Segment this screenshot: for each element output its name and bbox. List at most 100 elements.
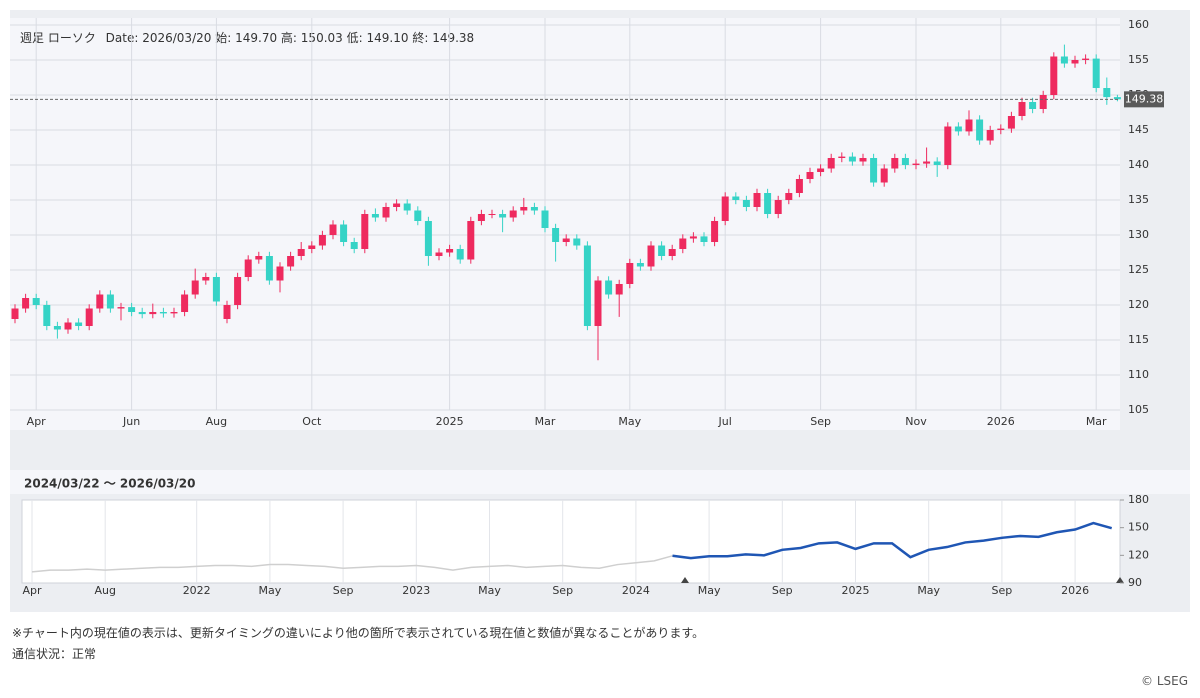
candle-body	[1113, 97, 1121, 100]
y-tick-label: 125	[1128, 263, 1149, 276]
copyright: © LSEG	[1141, 674, 1188, 688]
candle-body	[382, 207, 390, 218]
candle-body	[806, 172, 814, 179]
x-tick-label: Apr	[22, 584, 42, 597]
candle-body	[965, 119, 973, 132]
candle-body	[848, 156, 856, 162]
header-close-label: 終:	[412, 30, 428, 45]
x-tick-label: Apr	[27, 415, 47, 428]
candle-body	[223, 305, 231, 319]
header-open: 149.70	[235, 31, 277, 45]
candle-body	[668, 249, 676, 256]
candle-body	[318, 235, 326, 246]
candle-body	[933, 161, 941, 165]
candle-body	[785, 193, 793, 200]
status: 通信状況：正常	[12, 647, 97, 661]
x-tick-label: Nov	[905, 415, 927, 428]
candle-body	[1007, 116, 1015, 129]
chart: 週足 ローソク Date: 2026/03/20 始: 149.70 高: 15…	[10, 10, 1190, 612]
candle-body	[350, 242, 358, 249]
candle-body	[520, 207, 528, 211]
candle-body	[986, 130, 994, 141]
candle-body	[138, 312, 146, 315]
candle-body	[128, 307, 136, 312]
x-tick-label: Sep	[552, 584, 573, 597]
candle-body	[997, 128, 1005, 130]
x-tick-label: 2025	[842, 584, 870, 597]
candle-body	[1092, 58, 1100, 88]
candle-body	[1103, 88, 1111, 98]
candle-body	[11, 308, 19, 319]
x-tick-label: Jul	[718, 415, 732, 428]
candle-body	[1029, 102, 1037, 109]
candle-body	[170, 312, 178, 314]
candle-body	[393, 203, 401, 207]
y-tick-label: 135	[1128, 193, 1149, 206]
candle-body	[732, 196, 740, 200]
candle-body	[870, 158, 878, 183]
candle-body	[1071, 60, 1079, 64]
header-low: 149.10	[367, 31, 409, 45]
x-tick-label: May	[259, 584, 282, 597]
y-tick-label: 155	[1128, 53, 1149, 66]
candle-body	[711, 221, 719, 242]
nav-title-bar	[10, 470, 1190, 494]
header-high: 150.03	[301, 31, 343, 45]
candle-body	[636, 263, 644, 267]
header-close: 149.38	[432, 31, 474, 45]
candle-body	[912, 163, 920, 165]
x-tick-label: Aug	[94, 584, 115, 597]
candle-body	[244, 259, 252, 277]
candle-body	[96, 294, 104, 309]
header-high-label: 高:	[281, 30, 297, 45]
candle-body	[371, 214, 379, 218]
candle-body	[234, 277, 242, 305]
range-handle[interactable]	[1116, 577, 1124, 583]
header-open-label: 始:	[215, 31, 231, 45]
x-tick-label: May	[478, 584, 501, 597]
y-tick-label: 110	[1128, 368, 1149, 381]
candle-body	[817, 168, 825, 172]
y-tick-label: 90	[1128, 576, 1142, 589]
candle-body	[626, 263, 634, 284]
candle-body	[658, 245, 666, 256]
x-tick-label: Sep	[333, 584, 354, 597]
candle-body	[424, 221, 432, 256]
candle-body	[552, 228, 560, 242]
candle-body	[75, 322, 83, 326]
x-tick-label: Sep	[810, 415, 831, 428]
candle-body	[1050, 56, 1058, 95]
candle-body	[764, 193, 772, 214]
candle-body	[1082, 58, 1090, 60]
candle-body	[149, 312, 157, 315]
y-tick-label: 130	[1128, 228, 1149, 241]
x-tick-label: 2026	[987, 415, 1015, 428]
candle-body	[647, 245, 655, 267]
x-tick-label: Oct	[302, 415, 322, 428]
candle-body	[605, 280, 613, 295]
header-date-label: Date:	[106, 31, 139, 45]
y-tick-label: 120	[1128, 298, 1149, 311]
candle-body	[361, 214, 369, 249]
header-low-label: 低:	[347, 31, 363, 45]
candle-body	[859, 158, 867, 162]
x-tick-label: May	[618, 415, 641, 428]
candle-body	[1039, 95, 1047, 109]
range-handle[interactable]	[681, 577, 689, 583]
main-plot	[10, 18, 1120, 430]
nav-title: 2024/03/22 〜 2026/03/20	[24, 477, 195, 491]
series-line	[31, 555, 673, 573]
candle-body	[891, 158, 899, 169]
candle-body	[255, 256, 263, 260]
last-price-box	[1124, 91, 1164, 108]
header-date: 2026/03/20	[142, 31, 211, 45]
series-line	[672, 521, 1113, 560]
candle-body	[403, 203, 411, 211]
candle-body	[117, 307, 125, 309]
x-tick-label: May	[917, 584, 940, 597]
candle-body	[212, 277, 220, 302]
candle-body	[477, 214, 485, 221]
x-tick-label: Sep	[772, 584, 793, 597]
candle-body	[499, 214, 507, 218]
candle-body	[976, 119, 984, 141]
